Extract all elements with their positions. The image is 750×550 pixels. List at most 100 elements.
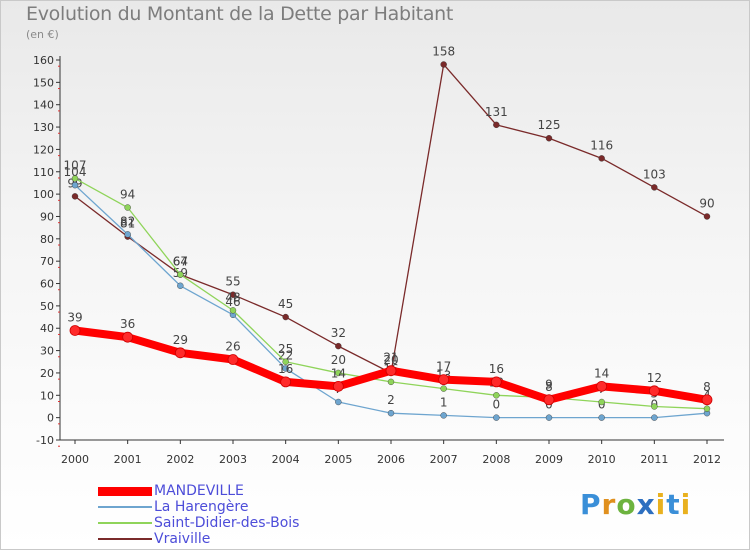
data-point: [69, 325, 81, 336]
data-point: [703, 213, 711, 220]
data-point: [282, 358, 289, 365]
y-tick-label: 140: [33, 99, 54, 112]
data-point: [703, 405, 711, 412]
y-tick-label: 30: [40, 345, 54, 358]
data-point: [493, 392, 500, 399]
x-tick-label: 2000: [61, 453, 89, 466]
data-point: [701, 394, 713, 406]
data-label: 39: [67, 310, 82, 324]
x-tick-label: 2007: [430, 453, 458, 466]
data-point: [332, 380, 344, 392]
data-label: 36: [120, 317, 135, 331]
y-tick-label: 60: [40, 278, 54, 291]
data-point: [282, 313, 289, 321]
data-point: [124, 204, 131, 211]
x-tick-label: 2006: [377, 453, 405, 466]
data-point: [282, 365, 289, 372]
data-point: [387, 409, 395, 417]
x-tick-label: 2002: [166, 453, 194, 466]
y-tick-label: 120: [33, 143, 54, 156]
data-point: [651, 403, 658, 410]
data-point: [122, 331, 134, 343]
x-tick-label: 2009: [535, 453, 563, 466]
data-label: 14: [331, 366, 346, 380]
proxiti-logo: Proxiti: [580, 488, 692, 521]
data-point: [545, 414, 553, 421]
legend-label: La Harengère: [154, 499, 249, 515]
data-label: 25: [278, 342, 293, 356]
data-point: [493, 121, 500, 129]
data-point: [71, 193, 79, 200]
data-point: [440, 61, 447, 68]
data-label: 125: [538, 118, 561, 132]
data-point: [387, 378, 395, 386]
data-label: 12: [647, 371, 662, 385]
data-label: 103: [643, 167, 666, 181]
x-tick-label: 2008: [482, 453, 510, 466]
data-point: [493, 414, 500, 421]
x-tick-label: 2004: [272, 453, 300, 466]
data-label: 9: [545, 378, 553, 392]
x-tick-label: 2005: [324, 453, 352, 466]
data-label: 104: [64, 165, 87, 179]
y-tick-label: 50: [40, 300, 54, 313]
chart-title: Evolution du Montant de la Dette par Hab…: [26, 3, 454, 25]
data-point: [598, 155, 605, 162]
data-label: 16: [489, 362, 504, 376]
data-point: [335, 369, 342, 377]
data-point: [177, 282, 184, 289]
data-point: [335, 398, 342, 406]
data-label: 32: [331, 326, 346, 340]
y-tick-label: 130: [33, 121, 54, 134]
data-point: [490, 376, 502, 388]
y-tick-label: 160: [33, 54, 54, 67]
data-label: 14: [594, 366, 609, 380]
data-label: 94: [120, 188, 135, 202]
data-point: [71, 175, 79, 182]
data-point: [174, 347, 186, 359]
y-tick-label: 100: [33, 188, 54, 201]
data-point: [651, 414, 658, 421]
data-point: [440, 412, 447, 419]
data-label: 64: [173, 255, 188, 269]
y-tick-label: 90: [40, 210, 54, 223]
data-point: [280, 376, 292, 388]
data-point: [385, 365, 397, 377]
data-point: [598, 414, 605, 421]
legend-swatch: [98, 486, 152, 496]
y-tick-label: 0: [47, 412, 54, 425]
data-label: 55: [225, 275, 240, 289]
legend-swatch: [98, 522, 152, 524]
y-tick-label: 150: [33, 76, 54, 89]
data-label: 1: [440, 395, 448, 409]
data-point: [596, 380, 608, 392]
data-point: [229, 307, 237, 314]
y-tick-label: -10: [36, 434, 54, 447]
data-point: [335, 342, 342, 350]
data-label: 8: [545, 380, 553, 394]
data-label: 45: [278, 297, 293, 311]
legend-label: Saint-Didier-des-Bois: [154, 515, 300, 531]
data-label: 29: [173, 333, 188, 347]
data-point: [648, 385, 660, 397]
legend-label: Vraiville: [154, 531, 211, 547]
y-tick-label: 20: [40, 367, 54, 380]
data-label: 16: [278, 362, 293, 376]
x-tick-label: 2003: [219, 453, 247, 466]
data-label: 20: [383, 353, 398, 367]
data-label: 0: [493, 398, 501, 412]
data-label: 2: [387, 393, 395, 407]
data-label: 107: [64, 158, 87, 172]
data-label: 21: [383, 351, 398, 365]
data-point: [545, 135, 553, 142]
x-tick-label: 2012: [693, 453, 721, 466]
chart-unit-label: (en €): [26, 28, 59, 41]
legend-swatch: [98, 538, 152, 540]
data-label: 20: [331, 353, 346, 367]
series-line: [74, 63, 708, 374]
data-label: 67: [173, 255, 188, 269]
data-point: [438, 374, 450, 386]
data-label: 22: [278, 348, 293, 362]
